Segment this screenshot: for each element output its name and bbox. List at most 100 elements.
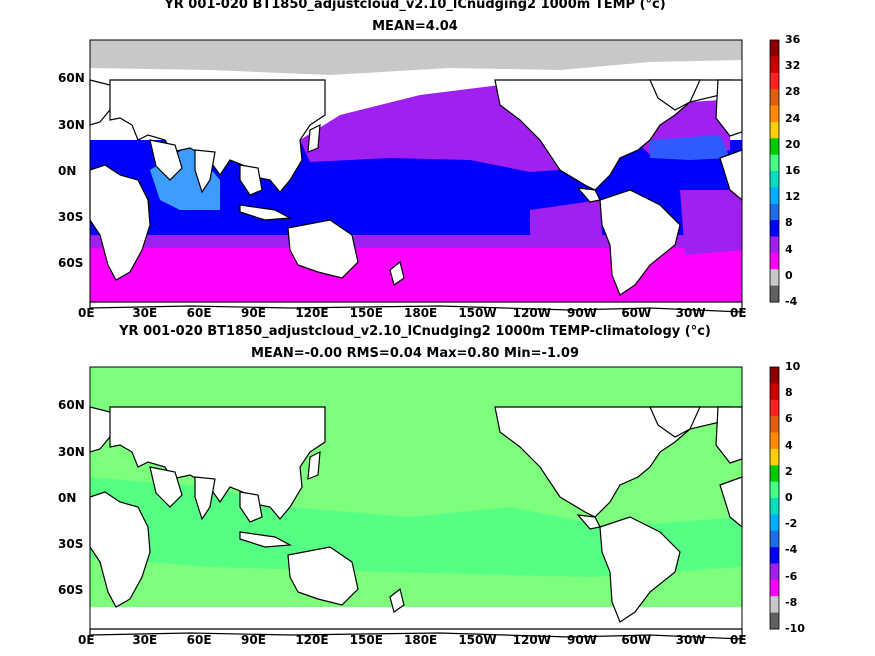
colorbar-swatch — [770, 252, 779, 270]
colorbar-swatch — [770, 269, 779, 287]
colorbar-swatch — [770, 171, 779, 188]
lon-tick-label: 90E — [241, 306, 266, 320]
lon-tick-label: 150W — [458, 633, 497, 647]
colorbar-label: 4 — [785, 438, 793, 452]
lon-tick-label: 150E — [349, 633, 383, 647]
lon-tick-label: 60E — [186, 306, 212, 320]
colorbar-swatch — [770, 220, 779, 237]
colorbar-label: 28 — [785, 85, 801, 99]
colorbar-swatch — [770, 432, 779, 450]
panel1-arctic-ice — [90, 40, 742, 75]
colorbar-label: 12 — [785, 190, 801, 204]
panel2-stats: MEAN=-0.00 RMS=0.04 Max=0.80 Min=-1.09 — [250, 346, 580, 361]
lon-tick-label: 90W — [567, 306, 597, 320]
colorbar-swatch — [770, 547, 779, 564]
lon-tick-label: 30W — [675, 306, 706, 320]
lat-tick-label: 60S — [58, 583, 84, 597]
colorbar-swatch — [770, 383, 779, 401]
colorbar-swatch — [770, 612, 779, 630]
panel2-title: YR 001-020 BT1850_adjustcloud_v2.10_lCnu… — [119, 324, 711, 339]
colorbar-swatch — [770, 367, 779, 384]
colorbar-swatch — [770, 40, 779, 57]
lat-tick-label: 30S — [58, 537, 84, 552]
colorbar-label: 4 — [785, 242, 793, 256]
colorbar-swatch — [770, 416, 779, 433]
lon-tick-label: 60W — [621, 306, 652, 320]
colorbar-swatch — [770, 579, 779, 597]
colorbar-label: 0 — [785, 268, 793, 282]
colorbar-swatch — [770, 448, 779, 466]
lon-tick-label: 180E — [404, 306, 438, 320]
lat-tick-label: 60N — [58, 398, 85, 413]
colorbar-label: 32 — [785, 59, 801, 73]
lat-tick-label: 30N — [58, 445, 85, 460]
panel1-colorbar — [769, 39, 780, 303]
lat-tick-label: 0N — [58, 491, 77, 506]
colorbar-label: 2 — [785, 464, 793, 478]
lon-tick-label: 90E — [241, 633, 266, 647]
lon-tick-label: 0E — [730, 306, 747, 320]
colorbar-label: 8 — [785, 386, 793, 400]
colorbar-swatch — [770, 236, 779, 254]
colorbar-label: -8 — [785, 595, 798, 609]
colorbar-swatch — [770, 89, 779, 106]
lon-tick-label: 150E — [349, 306, 383, 320]
colorbar-swatch — [770, 481, 779, 499]
colorbar-label: -4 — [785, 543, 798, 557]
colorbar-swatch — [770, 514, 779, 532]
lon-tick-label: 120E — [295, 633, 329, 647]
lon-tick-label: 0E — [730, 633, 747, 647]
lon-tick-label: 0E — [78, 633, 95, 647]
lon-tick-label: 60E — [186, 633, 212, 647]
panel2-map — [89, 366, 743, 640]
colorbar-label: 36 — [785, 33, 801, 46]
colorbar-swatch — [770, 530, 779, 548]
colorbar-label: -4 — [785, 295, 798, 308]
colorbar-swatch — [770, 187, 779, 205]
lon-tick-label: 180E — [404, 633, 438, 647]
lon-tick-label: 0E — [78, 306, 95, 320]
colorbar-swatch — [770, 399, 779, 417]
lon-tick-label: 120W — [512, 633, 551, 647]
colorbar-swatch — [770, 105, 779, 123]
lon-tick-label: 90W — [567, 633, 597, 647]
colorbar-swatch — [770, 138, 779, 156]
lon-tick-label: 30E — [132, 633, 158, 647]
colorbar-label: -10 — [785, 622, 805, 635]
lat-tick-label: 0N — [58, 164, 77, 179]
colorbar-swatch — [770, 72, 779, 90]
colorbar-swatch — [770, 56, 779, 74]
colorbar-label: -6 — [785, 569, 798, 583]
colorbar-label: 24 — [785, 111, 801, 125]
lat-tick-label: 60S — [58, 256, 84, 270]
colorbar-swatch — [770, 498, 779, 515]
panel1-mean: MEAN=4.04 — [372, 19, 458, 34]
lon-tick-label: 60W — [621, 633, 652, 647]
colorbar-swatch — [770, 203, 779, 221]
colorbar-label: -2 — [785, 517, 798, 531]
lon-tick-label: 30W — [675, 633, 706, 647]
panel1-title: YR 001-020 BT1850_adjustcloud_v2.10_lCnu… — [164, 0, 666, 12]
panel1-north-pacific-purple — [300, 85, 560, 172]
colorbar-label: 8 — [785, 216, 793, 230]
lat-tick-label: 30N — [58, 118, 85, 133]
lat-tick-label: 30S — [58, 210, 84, 225]
lon-tick-label: 30E — [132, 306, 158, 320]
colorbar-swatch — [770, 465, 779, 483]
colorbar-swatch — [770, 596, 779, 614]
colorbar-label: 20 — [785, 137, 801, 151]
colorbar-label: 0 — [785, 491, 793, 504]
colorbar-swatch — [770, 154, 779, 172]
lon-tick-label: 120E — [295, 306, 329, 320]
colorbar-swatch — [770, 285, 779, 303]
colorbar-swatch — [770, 563, 779, 581]
colorbar-label: 16 — [785, 164, 801, 177]
colorbar-label: 10 — [785, 360, 801, 373]
lon-tick-label: 120W — [512, 306, 551, 320]
lon-tick-label: 150W — [458, 306, 497, 320]
lat-tick-label: 60N — [58, 71, 85, 86]
colorbar-swatch — [770, 121, 779, 139]
panel1-map — [89, 39, 743, 313]
colorbar-label: 6 — [785, 412, 793, 426]
